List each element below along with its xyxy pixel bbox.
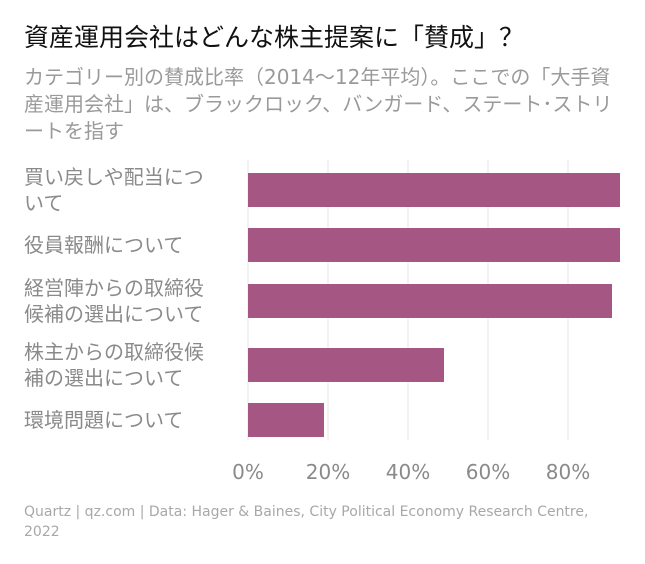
x-axis-tick-labels: 0% 20% 40% 60% 80% <box>232 460 590 484</box>
bar <box>248 173 620 207</box>
x-tick-label: 0% <box>232 460 264 484</box>
bar <box>248 348 444 382</box>
category-label: 買い戻しや配当について <box>24 165 204 215</box>
category-label: 経営陣からの取締役候補の選出について <box>24 276 204 326</box>
source-note: Quartz | qz.com | Data: Hager & Baines, … <box>24 504 589 540</box>
chart-subtitle: カテゴリー別の賛成比率（2014〜12年平均）。ここでの「大手資産運用会社」は、… <box>24 65 613 143</box>
category-labels: 買い戻しや配当について役員報酬について経営陣からの取締役候補の選出について株主か… <box>24 165 204 432</box>
bar <box>248 403 324 437</box>
category-label: 環境問題について <box>24 408 183 432</box>
x-tick-label: 20% <box>306 460 350 484</box>
bar <box>248 228 620 262</box>
bars <box>248 173 620 437</box>
chart-title: 資産運用会社はどんな株主提案に「賛成」？ <box>24 23 525 52</box>
x-tick-label: 60% <box>466 460 510 484</box>
category-label: 株主からの取締役候補の選出について <box>24 340 204 390</box>
x-tick-label: 40% <box>386 460 430 484</box>
x-tick-label: 80% <box>546 460 590 484</box>
category-label: 役員報酬について <box>24 233 183 257</box>
bar <box>248 284 612 318</box>
